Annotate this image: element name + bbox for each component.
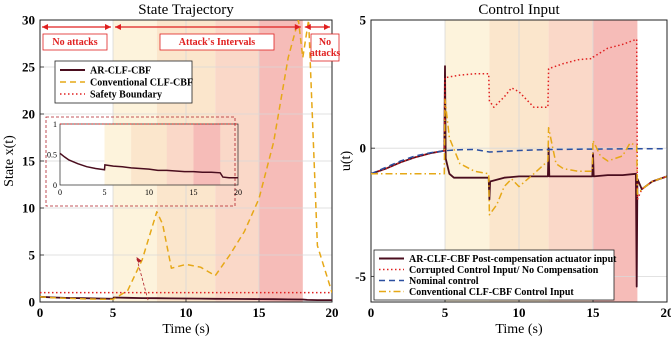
legend-label-1: AR-CLF-CBF Post-compensation actuator in… bbox=[409, 254, 617, 265]
inset-shaded-interval-4 bbox=[193, 124, 221, 185]
inset-y-tick-label: 1 bbox=[53, 120, 57, 129]
legend-label-4: Conventional CLF-CBF Control Input bbox=[409, 287, 574, 298]
inset-x-tick-label: 15 bbox=[190, 188, 198, 197]
no-attacks-right-arrow-head-left bbox=[304, 24, 311, 30]
y-tick-label: 20 bbox=[22, 107, 35, 122]
x-tick-label: 15 bbox=[253, 305, 267, 320]
legend-label-1: AR-CLF-CBF bbox=[90, 66, 151, 77]
y-tick-label: 15 bbox=[22, 154, 36, 169]
x-tick-label: 5 bbox=[110, 305, 117, 320]
series-group bbox=[40, 20, 332, 302]
no-attacks-left-arrow-head-right bbox=[105, 24, 111, 30]
legend-label-3: Safety Boundary bbox=[90, 90, 162, 101]
x-axis-label: Time (s) bbox=[162, 322, 210, 337]
inset-x-tick-label: 5 bbox=[103, 188, 107, 197]
no-attacks-right-label-box bbox=[310, 33, 340, 62]
x-tick-label: 15 bbox=[587, 305, 601, 320]
y-axis-label: State x(t) bbox=[2, 135, 17, 187]
no-attacks-left-label-text-1: No attacks bbox=[52, 37, 97, 48]
legend-box bbox=[54, 60, 193, 104]
series-line-2 bbox=[40, 20, 332, 301]
inset-x-tick-label: 20 bbox=[234, 188, 242, 197]
y-tick-label: 10 bbox=[22, 201, 35, 216]
chart-title: Control Input bbox=[478, 2, 560, 18]
x-tick-label: 0 bbox=[37, 305, 44, 320]
y-tick-label: 5 bbox=[29, 248, 36, 263]
inset-x-tick-label: 0 bbox=[58, 188, 62, 197]
y-tick-label: 0 bbox=[360, 141, 367, 156]
x-axis-label: Time (s) bbox=[495, 322, 543, 337]
no-attacks-right-arrow-head-right bbox=[324, 24, 330, 30]
inset-shaded-interval-1 bbox=[104, 124, 132, 185]
series-line-4 bbox=[371, 98, 667, 216]
no-attacks-right-label-text-2: attacks bbox=[310, 48, 341, 59]
attack-intervals-label-box bbox=[159, 33, 275, 51]
y-tick-label: 5 bbox=[360, 13, 367, 28]
inset-y-tick-label: 0 bbox=[53, 181, 57, 190]
attack-intervals-label-text-1: Attack's Intervals bbox=[179, 37, 255, 48]
y-tick-label: -5 bbox=[355, 269, 366, 284]
x-tick-label: 20 bbox=[326, 305, 339, 320]
inset-pointer-line bbox=[135, 256, 149, 301]
series-line-1 bbox=[371, 65, 667, 288]
inset-pointer-head bbox=[136, 256, 142, 263]
control-input-chart: 0 5 10 15 20 -5 0 5 Control Input Time (s) u(t) AR-… bbox=[339, 2, 671, 337]
no-attacks-right-label-text-1: No bbox=[319, 37, 331, 48]
inset-series-line bbox=[59, 152, 238, 179]
attack-intervals-arrow-head-left bbox=[115, 24, 121, 30]
x-tick-label: 0 bbox=[368, 305, 375, 320]
series-group bbox=[371, 38, 667, 288]
series-line-3 bbox=[371, 147, 667, 175]
x-tick-label: 10 bbox=[180, 305, 193, 320]
legend-label-2: Corrupted Control Input/ No Compensation bbox=[409, 265, 599, 276]
legend-label-2: Conventional CLF-CBF bbox=[90, 78, 193, 89]
y-tick-label: 0 bbox=[29, 295, 36, 310]
x-tick-label: 10 bbox=[513, 305, 526, 320]
inset-x-tick-label: 10 bbox=[145, 188, 153, 197]
legend-label-3: Nominal control bbox=[409, 276, 479, 287]
inset-y-tick-label: 0.5 bbox=[47, 151, 57, 160]
inset-shaded-interval-2 bbox=[131, 124, 167, 185]
y-tick-label: 25 bbox=[22, 60, 36, 75]
y-axis-label: u(t) bbox=[339, 151, 354, 172]
x-tick-label: 20 bbox=[661, 305, 671, 320]
legend-box bbox=[373, 249, 615, 301]
no-attacks-left-arrow-head-left bbox=[42, 24, 48, 30]
chart-title: State Trajectory bbox=[138, 2, 234, 18]
no-attacks-left-label-box bbox=[42, 33, 108, 51]
attack-intervals-arrow-head-right bbox=[294, 24, 301, 30]
inset-outer-frame bbox=[45, 116, 236, 207]
y-tick-label: 30 bbox=[22, 13, 35, 28]
x-tick-label: 5 bbox=[442, 305, 449, 320]
inset-shaded-interval-3 bbox=[166, 124, 194, 185]
